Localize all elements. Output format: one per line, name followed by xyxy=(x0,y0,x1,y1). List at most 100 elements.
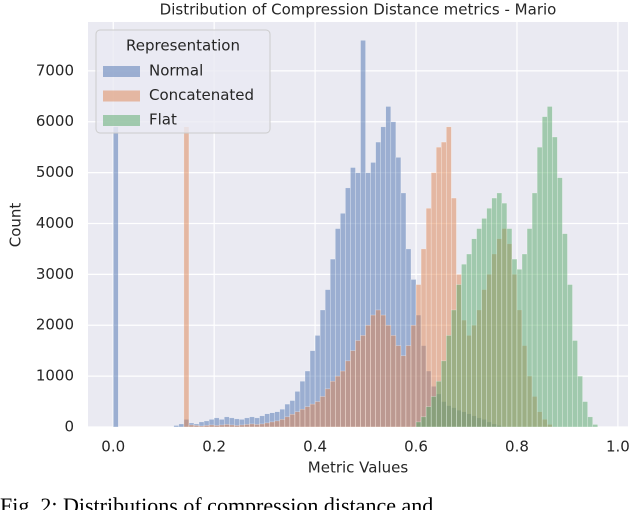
bar xyxy=(415,421,422,428)
bar xyxy=(567,284,573,428)
y-tick-label: 0 xyxy=(64,418,74,436)
bar xyxy=(395,345,402,428)
x-axis-label: Metric Values xyxy=(308,459,409,477)
bar xyxy=(314,401,321,428)
bar xyxy=(244,424,250,428)
bar xyxy=(208,424,215,428)
bar xyxy=(456,284,462,428)
bar xyxy=(324,388,331,428)
bar xyxy=(506,228,513,428)
chart-title: Distribution of Compression Distance met… xyxy=(160,1,557,19)
bar xyxy=(547,106,553,428)
bar xyxy=(299,408,306,428)
bar xyxy=(587,416,593,428)
bar xyxy=(400,355,407,428)
x-tick-label: 0.4 xyxy=(303,438,327,456)
bar xyxy=(294,411,301,428)
bar xyxy=(552,136,558,428)
y-axis-label: Count xyxy=(7,203,25,248)
bar xyxy=(557,177,563,428)
bar xyxy=(420,416,427,428)
bars xyxy=(112,40,598,428)
y-tick-label: 2000 xyxy=(36,316,74,334)
bar xyxy=(203,425,210,428)
bar xyxy=(345,360,351,428)
bar xyxy=(289,414,296,428)
bar xyxy=(335,375,341,428)
bar xyxy=(461,263,467,428)
bar xyxy=(425,406,432,428)
bar xyxy=(531,192,538,428)
bar xyxy=(218,424,225,428)
bar xyxy=(173,425,180,428)
y-tick-label: 6000 xyxy=(36,112,74,130)
ticks: 0.0 0.2 0.4 0.6 0.8 1.0 0 1000 2000 3000 4000 5000 6… xyxy=(36,61,630,455)
y-tick-label: 1000 xyxy=(36,367,74,385)
legend-swatch xyxy=(103,66,140,77)
bar xyxy=(375,309,381,428)
bar xyxy=(501,202,508,428)
y-tick-label: 7000 xyxy=(36,61,74,79)
bar xyxy=(340,370,346,428)
bar xyxy=(572,340,578,428)
bar xyxy=(249,423,255,428)
bar xyxy=(188,424,195,428)
bar xyxy=(592,424,598,428)
y-tick-label: 3000 xyxy=(36,265,74,283)
bar xyxy=(425,207,432,428)
bar xyxy=(481,218,487,428)
legend-swatch xyxy=(103,90,140,102)
bar xyxy=(360,335,366,428)
legend-label: Flat xyxy=(149,111,177,129)
bar xyxy=(562,233,568,428)
bar xyxy=(385,324,392,428)
bar xyxy=(213,425,220,428)
bar xyxy=(491,197,498,428)
bar xyxy=(420,248,427,428)
legend: Representation Normal Concatenated Flat xyxy=(95,29,271,134)
x-tick-label: 0.6 xyxy=(404,438,428,456)
legend-title: Representation xyxy=(126,37,240,55)
bar xyxy=(269,421,275,428)
bar xyxy=(319,396,326,428)
bar xyxy=(183,126,190,428)
bar xyxy=(304,406,311,428)
bar xyxy=(229,424,235,428)
legend-label: Normal xyxy=(149,62,203,80)
bar xyxy=(430,396,437,428)
caption: Fig. 2: Distributions of compression dis… xyxy=(0,493,433,510)
bar xyxy=(279,419,286,428)
bar xyxy=(430,172,437,428)
bar xyxy=(441,360,447,428)
bar xyxy=(239,424,245,428)
legend-swatch xyxy=(103,115,140,126)
y-tick-label: 5000 xyxy=(36,163,74,181)
bar xyxy=(309,403,316,428)
bar xyxy=(476,228,482,428)
bar xyxy=(224,424,230,428)
bar xyxy=(380,314,387,428)
bar xyxy=(193,425,200,428)
x-tick-label: 0.2 xyxy=(202,438,226,456)
bar xyxy=(526,228,533,428)
legend-label: Concatenated xyxy=(149,86,254,104)
bar xyxy=(350,350,356,428)
bar xyxy=(365,324,371,428)
bar xyxy=(234,425,240,428)
x-tick-label: 0.8 xyxy=(505,438,529,456)
bar xyxy=(254,424,260,428)
bar xyxy=(582,401,588,428)
bar xyxy=(329,380,336,428)
bar xyxy=(264,422,270,428)
x-tick-label: 1.0 xyxy=(606,438,630,456)
legend-box xyxy=(95,29,271,134)
bar xyxy=(577,375,583,428)
bar xyxy=(435,380,442,428)
bar xyxy=(112,126,119,428)
bar xyxy=(355,340,361,428)
bar xyxy=(466,253,472,428)
bar xyxy=(370,314,376,428)
bar xyxy=(284,416,291,428)
